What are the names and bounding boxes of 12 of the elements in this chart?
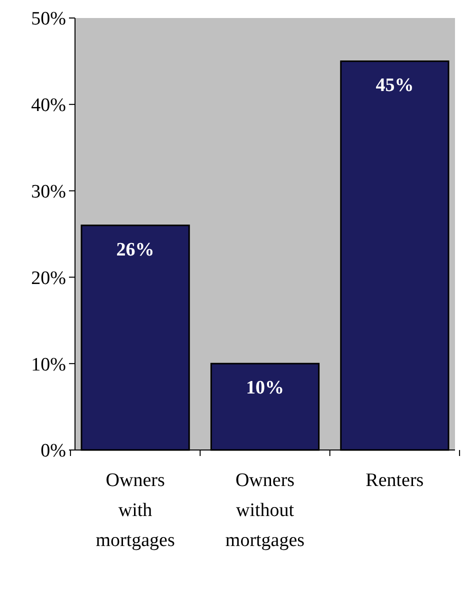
x-tick-label: Owners with mortgages bbox=[96, 470, 175, 551]
x-tick-label: Renters bbox=[366, 470, 424, 491]
y-tick-label: 40% bbox=[31, 95, 66, 116]
data-label: 10% bbox=[246, 378, 284, 399]
y-tick-label: 0% bbox=[40, 440, 66, 462]
y-tick-label: 50% bbox=[31, 8, 66, 30]
data-label: 26% bbox=[116, 239, 154, 260]
y-tick-label: 10% bbox=[31, 354, 66, 376]
y-tick-label: 30% bbox=[31, 181, 66, 202]
y-tick-label: 20% bbox=[31, 268, 66, 289]
data-label: 45% bbox=[376, 75, 414, 96]
x-tick-label: Owners without mortgages bbox=[225, 470, 305, 551]
